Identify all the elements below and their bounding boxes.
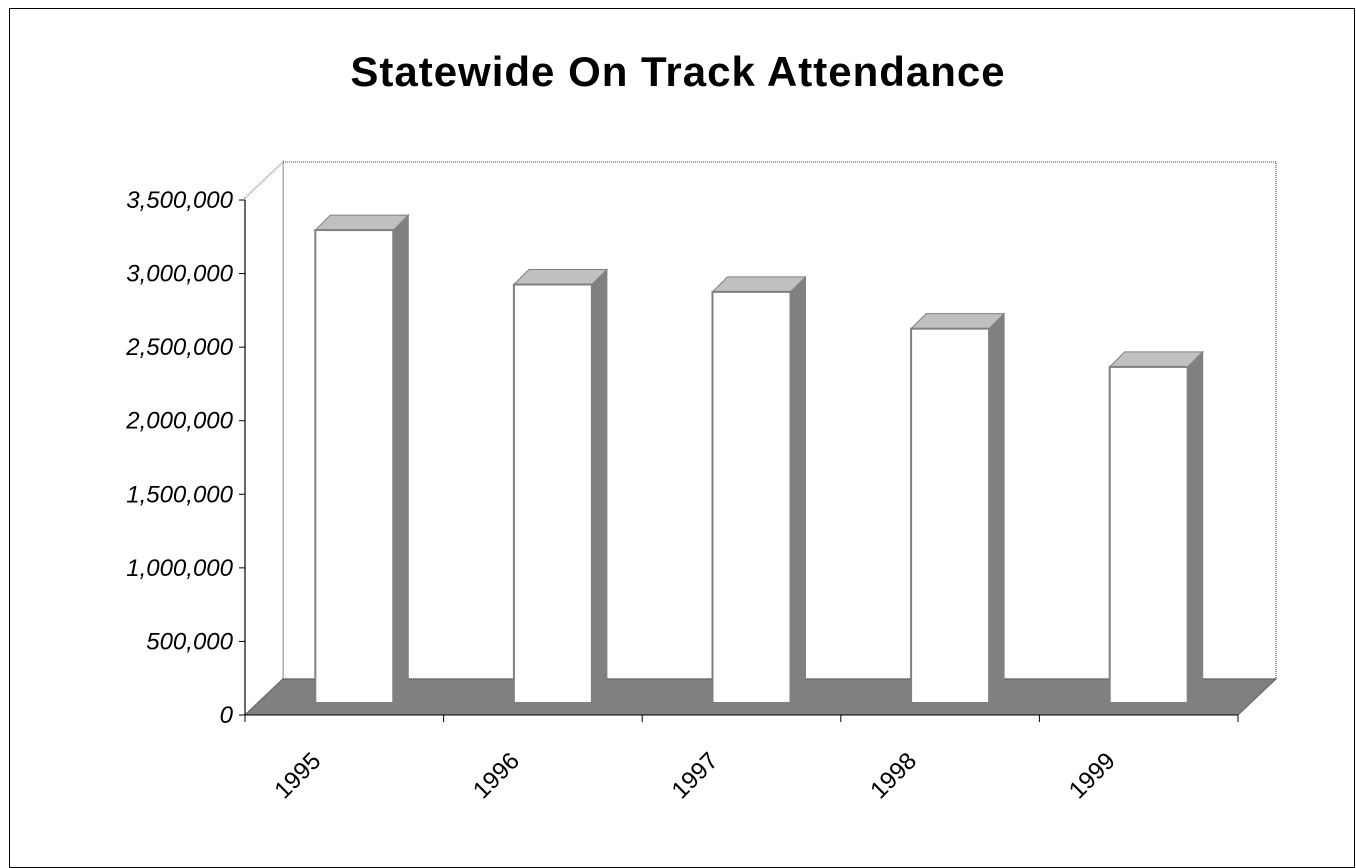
y-axis-ticks: 0 500,000 1,000,000 1,500,000 2,000,000 2,500… [125, 187, 245, 729]
y-tick-label: 1,500,000 [126, 481, 233, 508]
side-wall [244, 159, 284, 718]
bar-top [1108, 351, 1204, 368]
bar-top [711, 276, 807, 293]
bar-front [910, 327, 991, 704]
x-axis-ticks: 1995 1996 1997 1998 1999 [244, 715, 1239, 804]
chart-axes [244, 200, 1238, 716]
bar-top [512, 269, 609, 286]
bar [512, 268, 609, 705]
x-tick-label: 1998 [865, 747, 922, 804]
bar-side [591, 268, 608, 705]
bar-side [392, 213, 409, 705]
y-tick-label: 2,000,000 [125, 408, 233, 435]
bar-front [711, 290, 792, 704]
bar-front [512, 283, 593, 704]
y-tick-label: 1,000,000 [126, 555, 233, 582]
x-tick-label: 1997 [667, 747, 724, 804]
y-tick-label: 500,000 [146, 628, 233, 655]
bar-side [790, 275, 806, 705]
x-tick-label: 1995 [269, 747, 326, 804]
y-tick-label: 3,500,000 [126, 187, 233, 214]
bar-front [1108, 365, 1189, 704]
bar-front [314, 229, 395, 704]
y-tick-label: 0 [220, 702, 234, 729]
bar [314, 213, 410, 705]
chart-plot: 0 500,000 1,000,000 1,500,000 2,000,000 2,500… [125, 159, 1278, 804]
y-tick-label: 3,000,000 [126, 261, 233, 288]
y-tick-label: 2,500,000 [125, 334, 233, 361]
x-tick-label: 1996 [468, 747, 525, 804]
bar-top [314, 214, 410, 231]
bar-series [314, 213, 1204, 705]
bar-top [909, 313, 1006, 330]
chart-title: Statewide On Track Attendance [350, 48, 1006, 95]
bar [711, 275, 807, 705]
bar-side [988, 312, 1005, 705]
x-tick-label: 1999 [1064, 747, 1121, 804]
bar-side [1187, 350, 1204, 705]
bar [909, 312, 1006, 705]
bar [1108, 350, 1204, 705]
